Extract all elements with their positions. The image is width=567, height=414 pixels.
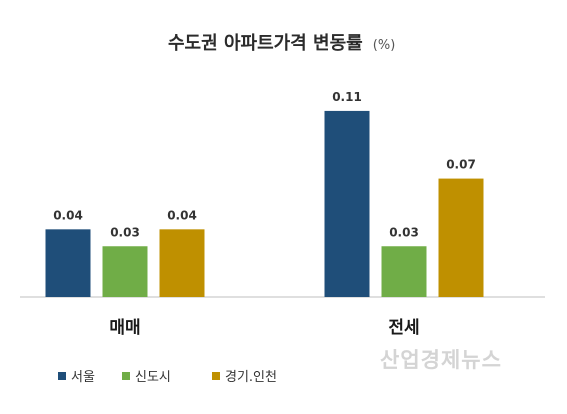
watermark-text: 산업경제뉴스 (380, 348, 502, 372)
value-label-신도시-전세: 0.03 (389, 225, 419, 239)
chart-unit: (%) (373, 38, 396, 53)
category-labels: 매매 전세 (109, 318, 419, 338)
bar-신도시-매매 (102, 246, 148, 297)
bar-경기.인천-전세 (438, 178, 484, 297)
bar-서울-전세 (324, 110, 370, 298)
value-label-서울-매매: 0.04 (53, 208, 83, 222)
legend: 서울 신도시 경기.인천 (58, 370, 277, 385)
bar-신도시-전세 (381, 246, 427, 297)
legend-label-신도시: 신도시 (135, 370, 171, 385)
category-label-매매: 매매 (109, 318, 140, 338)
value-label-경기.인천-매매: 0.04 (167, 208, 197, 222)
legend-swatch-서울 (58, 372, 66, 380)
category-label-전세: 전세 (388, 318, 419, 338)
bar-서울-매매 (45, 229, 91, 297)
value-label-경기.인천-전세: 0.07 (446, 158, 476, 172)
chart-title-text: 수도권 아파트가격 변동률 (168, 33, 363, 54)
legend-label-서울: 서울 (71, 370, 95, 385)
legend-swatch-경기.인천 (212, 372, 220, 380)
value-label-서울-전세: 0.11 (332, 90, 362, 104)
bar-경기.인천-매매 (159, 229, 205, 297)
legend-swatch-신도시 (122, 372, 130, 380)
chart-title: 수도권 아파트가격 변동률 (%) (168, 33, 395, 54)
bars-group: 0.04 0.03 0.04 0.11 0.03 0.07 (45, 90, 484, 298)
value-label-신도시-매매: 0.03 (110, 225, 140, 239)
legend-label-경기.인천: 경기.인천 (225, 370, 277, 385)
